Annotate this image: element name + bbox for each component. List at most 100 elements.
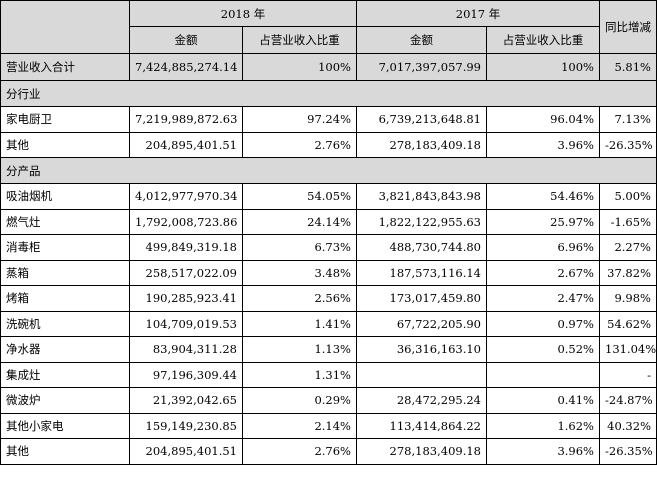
row-label: 其他小家电 xyxy=(0,412,130,439)
row-label: 吸油烟机 xyxy=(0,183,130,210)
table-row: 微波炉 21,392,042.65 0.29% 28,472,295.24 0.41% -… xyxy=(0,387,657,414)
amount-2018: 499,849,319.18 xyxy=(129,234,243,261)
amount-2017: 1,822,122,955.63 xyxy=(356,208,487,235)
amount-2017: 278,183,409.18 xyxy=(356,131,487,158)
revenue-table: 2018 年 2017 年 同比增减 金额 占营业收入比重 金额 占营业收入比重… xyxy=(0,0,657,465)
amount-2018: 258,517,022.09 xyxy=(129,259,243,286)
ratio-2018: 1.31% xyxy=(242,361,357,388)
yoy-change: -24.87% xyxy=(599,387,657,414)
header-2017: 2017 年 xyxy=(356,0,600,27)
yoy-change: -26.35% xyxy=(599,131,657,158)
table-row: 吸油烟机 4,012,977,970.34 54.05% 3,821,843,843.… xyxy=(0,183,657,210)
table-row: 其他 204,895,401.51 2.76% 278,183,409.18 3.96%… xyxy=(0,131,657,158)
ratio-2018: 1.41% xyxy=(242,310,357,337)
yoy-change: 131.04% xyxy=(599,336,657,363)
table-row: 烤箱 190,285,923.41 2.56% 173,017,459.80 2.47%… xyxy=(0,285,657,312)
section-title: 分行业 xyxy=(0,80,657,107)
yoy-change: 40.32% xyxy=(599,412,657,439)
yoy-change: 5.00% xyxy=(599,183,657,210)
amount-2017: 3,821,843,843.98 xyxy=(356,183,487,210)
table-row: 洗碗机 104,709,019.53 1.41% 67,722,205.90 0.97%… xyxy=(0,310,657,337)
ratio-2018: 1.13% xyxy=(242,336,357,363)
ratio-2017: 1.62% xyxy=(486,412,600,439)
ratio-2018: 54.05% xyxy=(242,183,357,210)
amount-2018: 83,904,311.28 xyxy=(129,336,243,363)
yoy-change: -1.65% xyxy=(599,208,657,235)
header-amount-2017: 金额 xyxy=(356,26,487,54)
row-label: 家电厨卫 xyxy=(0,106,130,133)
amount-2018: 204,895,401.51 xyxy=(129,438,243,465)
ratio-2018: 6.73% xyxy=(242,234,357,261)
row-label: 烤箱 xyxy=(0,285,130,312)
header-ratio-2018: 占营业收入比重 xyxy=(242,26,357,54)
amount-2018: 4,012,977,970.34 xyxy=(129,183,243,210)
ratio-2017: 0.97% xyxy=(486,310,600,337)
header-2018: 2018 年 xyxy=(129,0,357,27)
amount-2017: 187,573,116.14 xyxy=(356,259,487,286)
header-ratio-2017: 占营业收入比重 xyxy=(486,26,600,54)
amount-2018: 7,219,989,872.63 xyxy=(129,106,243,133)
total-ratio-2017: 100% xyxy=(486,53,600,81)
section-row: 分行业 xyxy=(0,80,657,107)
section-row: 分产品 xyxy=(0,157,657,184)
total-change: 5.81% xyxy=(599,53,657,81)
ratio-2018: 24.14% xyxy=(242,208,357,235)
row-label: 燃气灶 xyxy=(0,208,130,235)
amount-2018: 159,149,230.85 xyxy=(129,412,243,439)
ratio-2018: 0.29% xyxy=(242,387,357,414)
table-row: 燃气灶 1,792,008,723.86 24.14% 1,822,122,955.6… xyxy=(0,208,657,235)
amount-2018: 21,392,042.65 xyxy=(129,387,243,414)
ratio-2017: 3.96% xyxy=(486,131,600,158)
amount-2017: 488,730,744.80 xyxy=(356,234,487,261)
ratio-2017: 3.96% xyxy=(486,438,600,465)
header-amount-2018: 金额 xyxy=(129,26,243,54)
amount-2018: 204,895,401.51 xyxy=(129,131,243,158)
total-ratio-2018: 100% xyxy=(242,53,357,81)
ratio-2018: 2.56% xyxy=(242,285,357,312)
total-label: 营业收入合计 xyxy=(0,53,130,81)
yoy-change: 37.82% xyxy=(599,259,657,286)
ratio-2018: 2.14% xyxy=(242,412,357,439)
section-title: 分产品 xyxy=(0,157,657,184)
total-amount-2017: 7,017,397,057.99 xyxy=(356,53,487,81)
amount-2017: 173,017,459.80 xyxy=(356,285,487,312)
amount-2018: 1,792,008,723.86 xyxy=(129,208,243,235)
ratio-2017: 25.97% xyxy=(486,208,600,235)
ratio-2017: 96.04% xyxy=(486,106,600,133)
ratio-2017: 0.52% xyxy=(486,336,600,363)
amount-2017: 67,722,205.90 xyxy=(356,310,487,337)
table-row: 集成灶 97,196,309.44 1.31% - xyxy=(0,361,657,388)
ratio-2017 xyxy=(486,361,600,388)
ratio-2018: 2.76% xyxy=(242,131,357,158)
amount-2018: 104,709,019.53 xyxy=(129,310,243,337)
table-row: 其他小家电 159,149,230.85 2.14% 113,414,864.22 1.… xyxy=(0,412,657,439)
table-row: 消毒柜 499,849,319.18 6.73% 488,730,744.80 6.96… xyxy=(0,234,657,261)
ratio-2017: 2.67% xyxy=(486,259,600,286)
row-label: 洗碗机 xyxy=(0,310,130,337)
amount-2017 xyxy=(356,361,487,388)
yoy-change: 54.62% xyxy=(599,310,657,337)
ratio-2017: 0.41% xyxy=(486,387,600,414)
row-label: 其他 xyxy=(0,438,130,465)
amount-2017: 28,472,295.24 xyxy=(356,387,487,414)
amount-2018: 97,196,309.44 xyxy=(129,361,243,388)
amount-2017: 36,316,163.10 xyxy=(356,336,487,363)
yoy-change: 2.27% xyxy=(599,234,657,261)
header-row-columns: 金额 占营业收入比重 金额 占营业收入比重 xyxy=(1,26,657,54)
row-label: 净水器 xyxy=(0,336,130,363)
header-row-years: 2018 年 2017 年 同比增减 xyxy=(0,0,657,54)
amount-2017: 6,739,213,648.81 xyxy=(356,106,487,133)
table-row: 净水器 83,904,311.28 1.13% 36,316,163.10 0.52% 1… xyxy=(0,336,657,363)
yoy-change: 9.98% xyxy=(599,285,657,312)
ratio-2017: 6.96% xyxy=(486,234,600,261)
header-yoy-change: 同比增减 xyxy=(599,0,657,54)
row-label: 集成灶 xyxy=(0,361,130,388)
total-row: 营业收入合计 7,424,885,274.14 100% 7,017,397,0… xyxy=(0,53,657,81)
table-row: 蒸箱 258,517,022.09 3.48% 187,573,116.14 2.67%… xyxy=(0,259,657,286)
row-label: 消毒柜 xyxy=(0,234,130,261)
total-amount-2018: 7,424,885,274.14 xyxy=(129,53,243,81)
yoy-change: 7.13% xyxy=(599,106,657,133)
row-label: 蒸箱 xyxy=(0,259,130,286)
yoy-change: -26.35% xyxy=(599,438,657,465)
table-row: 家电厨卫 7,219,989,872.63 97.24% 6,739,213,648.… xyxy=(0,106,657,133)
